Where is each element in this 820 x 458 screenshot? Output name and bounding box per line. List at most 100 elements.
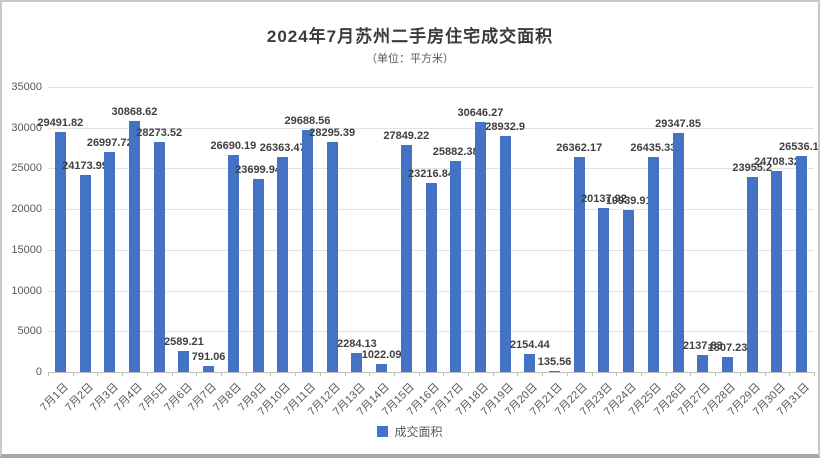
y-axis-tick-label: 25000 — [11, 162, 42, 175]
legend-label: 成交面积 — [394, 425, 443, 439]
bar-value-label: 27849.22 — [383, 130, 430, 143]
chart-title: 2024年7月苏州二手房住宅成交面积 — [266, 27, 554, 46]
x-axis-tick — [270, 372, 272, 376]
bar — [524, 354, 536, 372]
bar — [178, 350, 190, 372]
x-axis-tick — [319, 372, 321, 376]
y-axis-tick-label: 15000 — [11, 243, 42, 256]
bar-value-label: 28273.52 — [136, 126, 183, 139]
y-axis-tick-label: 30000 — [11, 121, 42, 134]
x-axis-tick — [690, 372, 692, 376]
bar-value-label: 2137.83 — [682, 339, 723, 352]
bar — [623, 209, 635, 372]
bar — [326, 141, 338, 372]
legend-swatch-icon — [377, 426, 389, 437]
bar-value-label: 26997.72 — [86, 137, 133, 150]
bar-value-label: 26363.47 — [259, 142, 306, 155]
x-axis-tick — [97, 372, 99, 376]
x-axis-tick — [196, 372, 198, 376]
x-axis-tick — [443, 372, 445, 376]
bar-value-label: 24173.99 — [62, 160, 109, 173]
x-axis-tick — [245, 372, 247, 376]
x-axis-tick — [764, 372, 766, 376]
bar — [647, 156, 659, 372]
bar-value-label: 19939.91 — [605, 194, 652, 207]
bar-value-label: 135.56 — [537, 355, 572, 368]
x-axis-tick — [468, 372, 470, 376]
x-axis-tick — [641, 372, 643, 376]
bar — [79, 175, 91, 372]
bar — [277, 157, 289, 372]
legend: 成交面积 — [2, 423, 818, 440]
chart-subtitle: （单位：平方米） — [366, 53, 454, 65]
x-axis-tick — [146, 372, 148, 376]
bar — [672, 133, 684, 372]
bar — [104, 152, 116, 372]
bar — [252, 179, 264, 372]
bar — [425, 182, 437, 372]
bar — [351, 353, 363, 372]
bar-value-label: 26690.19 — [210, 139, 257, 152]
bar — [54, 131, 66, 372]
x-axis-tick — [789, 372, 791, 376]
bar-value-label: 26362.17 — [556, 142, 603, 155]
bar — [796, 155, 808, 372]
bar — [771, 170, 783, 372]
x-axis-tick — [369, 372, 371, 376]
x-axis-tick — [665, 372, 667, 376]
bar-value-label: 1807.23 — [707, 342, 748, 355]
bar — [400, 145, 412, 372]
bar — [128, 120, 140, 372]
bar — [474, 122, 486, 372]
bar-value-label: 25882.38 — [432, 146, 479, 159]
bar-value-label: 23699.94 — [235, 164, 281, 176]
x-axis-tick — [344, 372, 346, 376]
bar — [722, 357, 734, 372]
bar-value-label: 2154.44 — [509, 339, 550, 352]
gridline — [48, 168, 814, 170]
bar — [227, 154, 239, 372]
x-axis-tick — [220, 372, 222, 376]
bar-value-label: 26536.11 — [779, 140, 820, 153]
bar-value-label: 791.06 — [191, 350, 226, 363]
x-axis-tick — [171, 372, 173, 376]
x-axis-tick — [48, 372, 49, 376]
y-axis-tick-label: 35000 — [11, 81, 42, 93]
gridline — [48, 127, 814, 129]
bar-value-label: 26435.33 — [630, 141, 677, 154]
x-axis-tick — [591, 372, 593, 376]
bar-value-label: 28932.9 — [485, 121, 526, 134]
bar-value-label: 29491.82 — [37, 116, 84, 129]
x-axis-tick — [72, 372, 74, 376]
x-axis-tick — [566, 372, 568, 376]
x-axis-tick — [715, 372, 717, 376]
bar-value-label: 30646.27 — [457, 107, 504, 120]
y-axis-tick-label: 5000 — [17, 325, 42, 338]
bar — [746, 176, 758, 372]
y-axis-tick-label: 20000 — [11, 203, 42, 216]
x-axis-tick — [517, 372, 519, 376]
bar-value-label: 29347.85 — [655, 118, 702, 131]
bar — [450, 161, 462, 372]
bar — [499, 136, 511, 372]
bar — [376, 363, 388, 372]
bar-value-label: 23955.2 — [732, 161, 773, 174]
bar-value-label: 30868.62 — [111, 105, 158, 118]
bar-value-label: 28295.39 — [309, 126, 356, 139]
bar — [153, 141, 165, 372]
bar-value-label: 29688.56 — [284, 115, 331, 128]
x-axis-tick — [122, 372, 124, 376]
bar-value-label: 2589.21 — [164, 335, 204, 348]
x-axis-tick — [393, 372, 395, 376]
x-axis-tick — [739, 372, 741, 376]
bar — [697, 354, 709, 372]
bar-value-label: 1022.09 — [361, 348, 402, 361]
x-axis-line — [48, 372, 814, 373]
x-axis-tick — [542, 372, 544, 376]
x-axis-tick — [295, 372, 297, 376]
y-axis-tick-label: 0 — [35, 366, 42, 378]
x-axis-tick — [616, 372, 618, 376]
bar — [203, 365, 215, 372]
